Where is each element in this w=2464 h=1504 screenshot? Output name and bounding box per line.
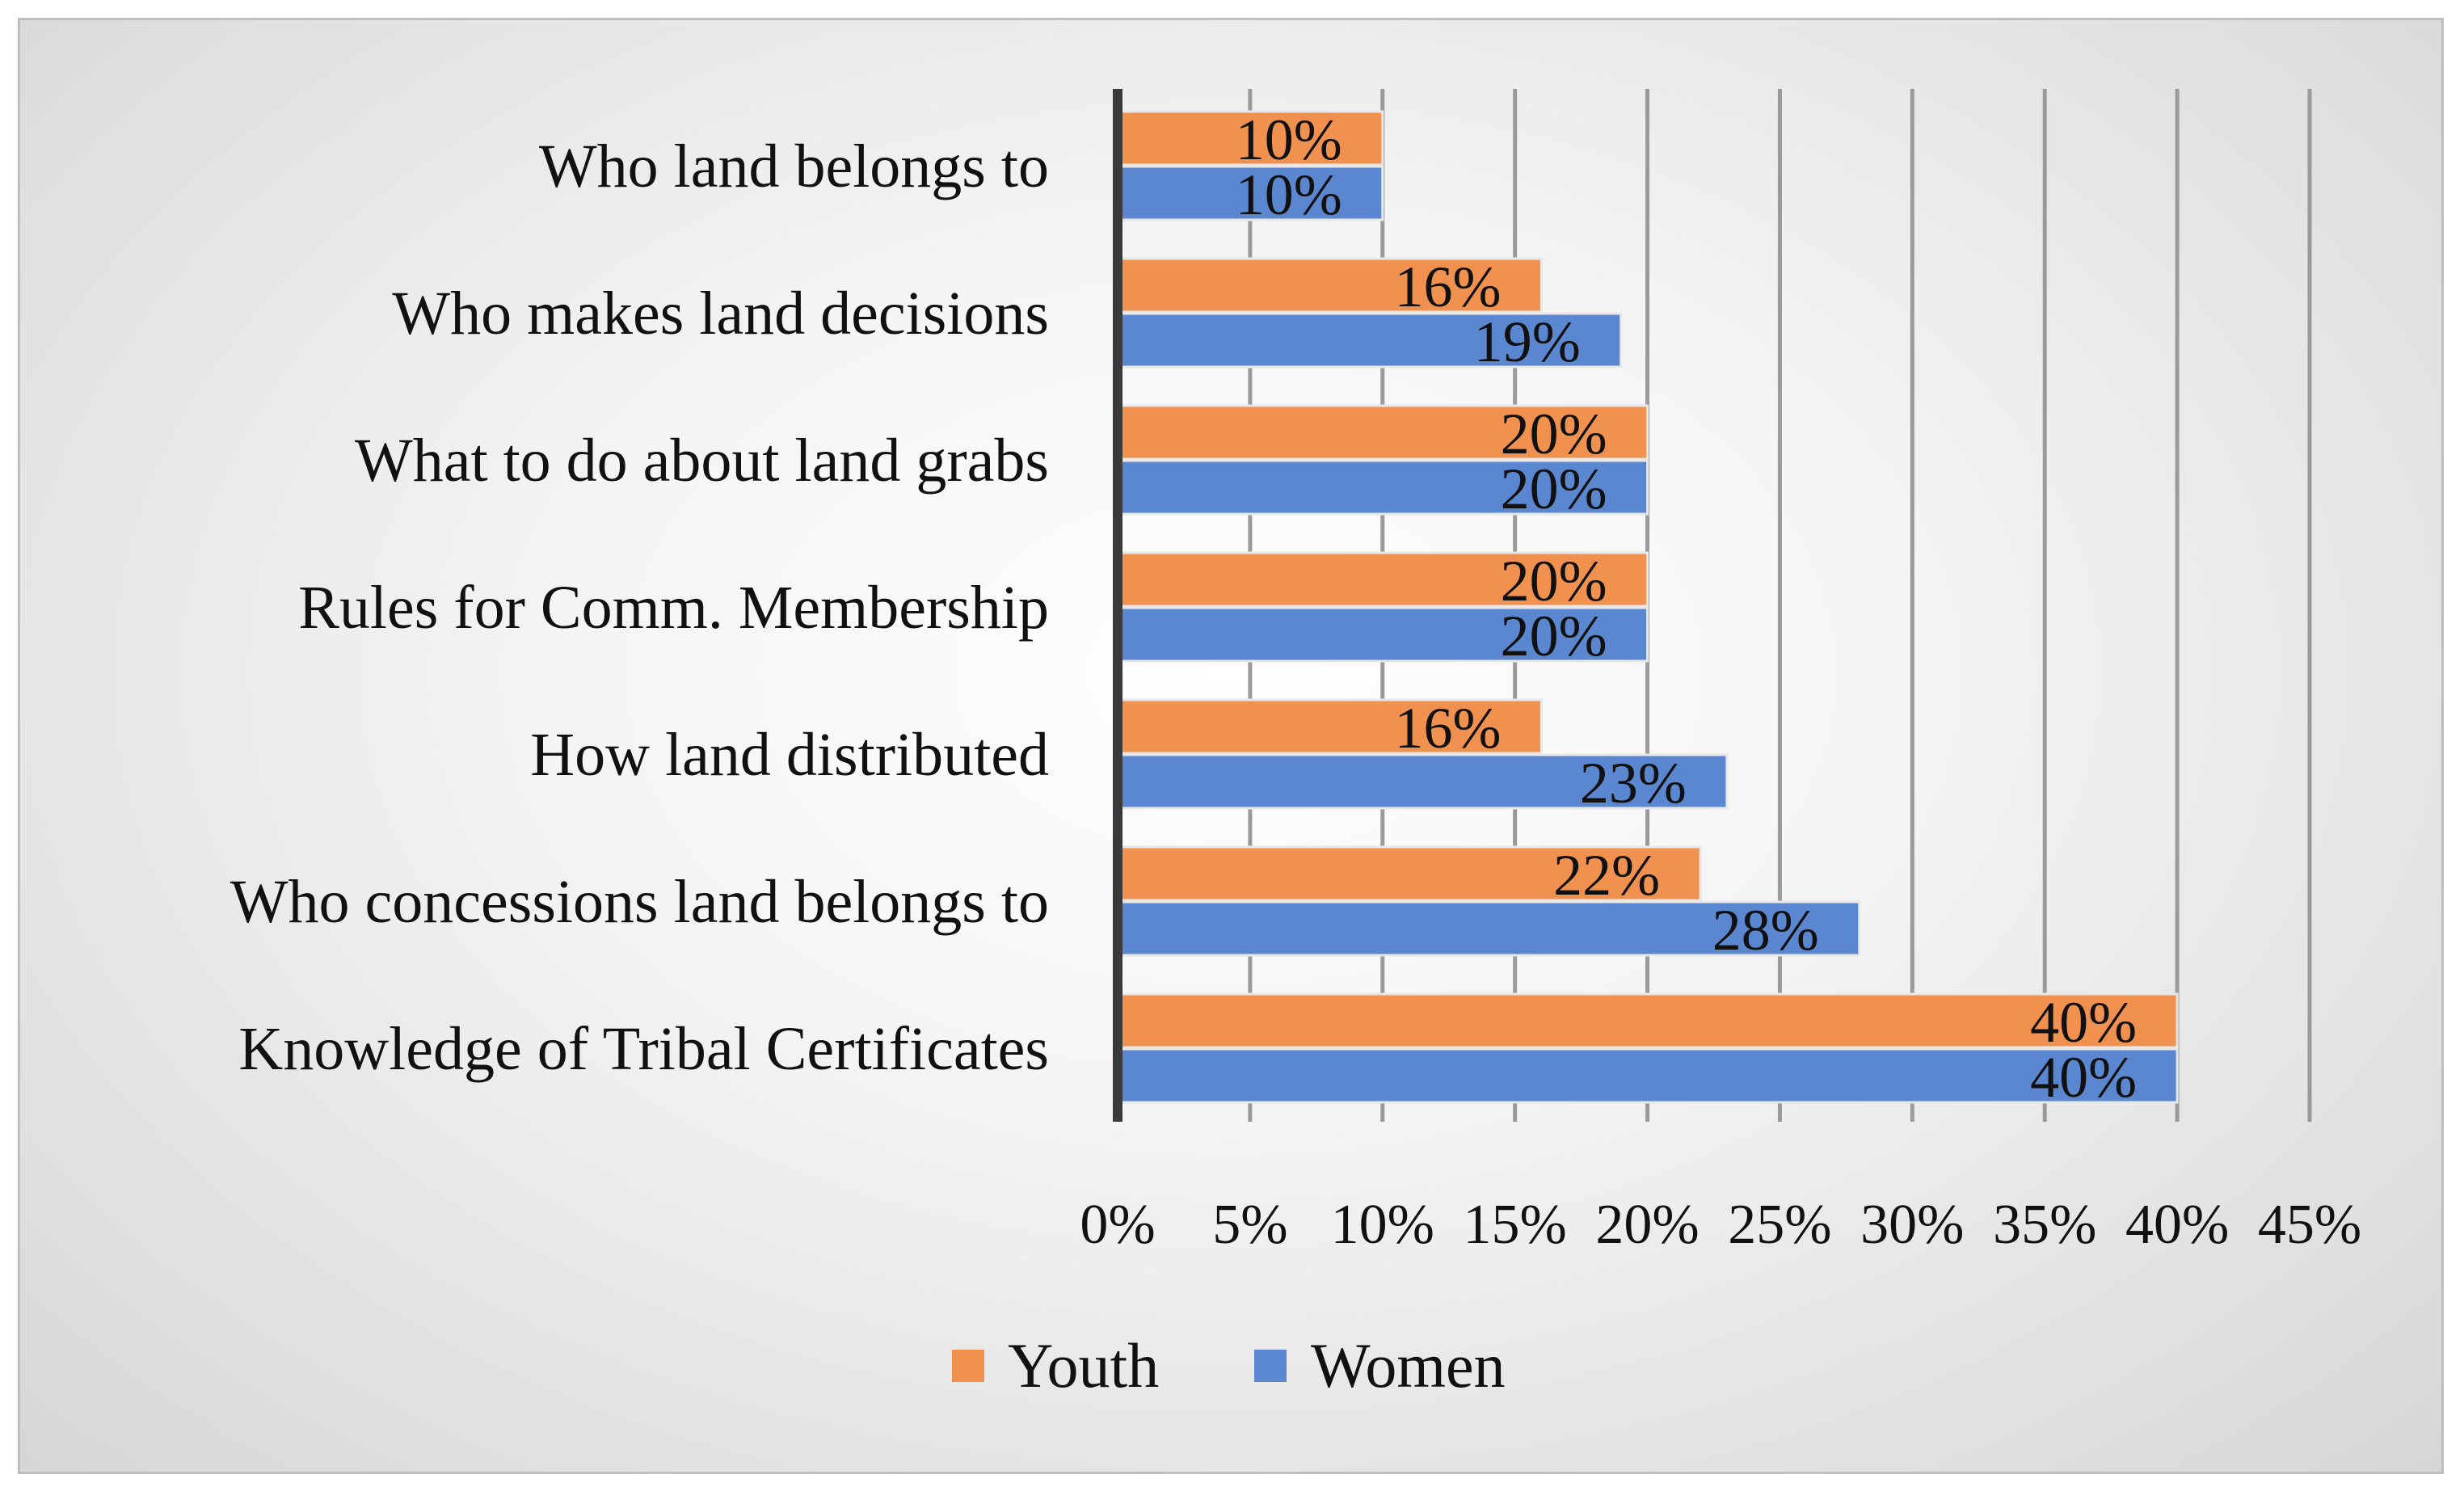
legend-swatch-women <box>1254 1350 1287 1382</box>
x-tick-label: 35% <box>1993 1194 2096 1256</box>
data-label-women: 28% <box>1712 898 1819 963</box>
x-tick-label: 10% <box>1331 1194 1434 1256</box>
data-label-women: 40% <box>2030 1045 2137 1110</box>
data-label-youth: 22% <box>1553 843 1660 908</box>
bar-women <box>1116 312 1623 369</box>
category-label: Knowledge of Tribal Certificates <box>238 1015 1049 1083</box>
data-label-youth: 16% <box>1394 255 1501 319</box>
bar-youth <box>1116 257 1543 314</box>
data-label-youth: 40% <box>2030 990 2137 1055</box>
legend-label-women: Women <box>1311 1330 1506 1401</box>
x-tick-label: 45% <box>2258 1194 2361 1256</box>
x-tick-label: 30% <box>1860 1194 1964 1256</box>
category-label: Who makes land decisions <box>392 280 1049 348</box>
bar-women <box>1116 459 1649 516</box>
data-label-youth: 10% <box>1236 107 1342 172</box>
bar-women <box>1116 753 1729 810</box>
data-label-women: 23% <box>1580 751 1687 815</box>
x-tick-label: 20% <box>1595 1194 1699 1256</box>
category-label: How land distributed <box>530 721 1049 789</box>
bar-youth <box>1116 845 1702 902</box>
data-label-youth: 20% <box>1501 402 1607 466</box>
x-tick-label: 25% <box>1728 1194 1831 1256</box>
x-tick-label: 15% <box>1464 1194 1567 1256</box>
x-tick-label: 0% <box>1080 1194 1155 1256</box>
category-label: What to do about land grabs <box>355 427 1049 495</box>
data-label-youth: 16% <box>1394 696 1501 760</box>
data-label-women: 20% <box>1501 457 1607 521</box>
data-label-women: 20% <box>1501 604 1607 668</box>
bar-youth <box>1116 992 2179 1049</box>
bar-women <box>1116 1047 2179 1104</box>
bar-women <box>1116 606 1649 663</box>
bar-women <box>1116 900 1861 957</box>
bar-youth <box>1116 551 1649 608</box>
x-tick-label: 5% <box>1212 1194 1287 1256</box>
x-tick-label: 40% <box>2125 1194 2229 1256</box>
data-label-youth: 20% <box>1501 549 1607 613</box>
legend-swatch-youth <box>952 1350 984 1382</box>
legend-label-youth: Youth <box>1008 1330 1159 1401</box>
category-label: Who land belongs to <box>539 133 1049 200</box>
category-label: Who concessions land belongs to <box>230 868 1049 936</box>
data-label-women: 10% <box>1236 162 1342 227</box>
data-label-women: 19% <box>1474 310 1581 374</box>
bar-women <box>1116 165 1384 221</box>
category-label: Rules for Comm. Membership <box>298 574 1049 642</box>
bar-youth <box>1116 404 1649 461</box>
